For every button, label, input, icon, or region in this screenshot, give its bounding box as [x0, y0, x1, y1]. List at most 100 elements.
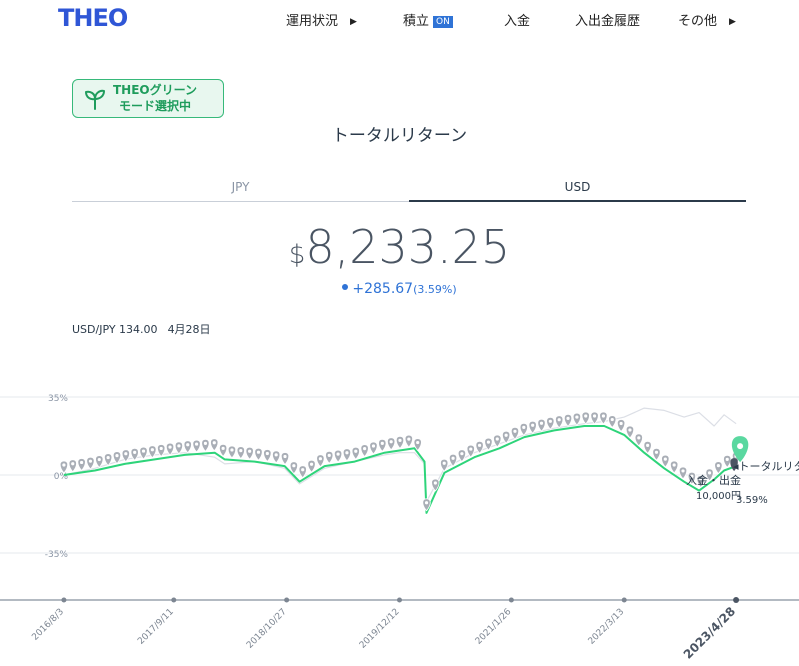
- deposit-marker-icon[interactable]: [121, 449, 130, 463]
- deposit-marker-icon[interactable]: [440, 458, 449, 472]
- deposit-marker-icon[interactable]: [236, 446, 245, 460]
- deposit-marker-dot: [699, 477, 703, 482]
- deposit-marker-icon[interactable]: [687, 471, 697, 485]
- deposit-marker-icon[interactable]: [705, 468, 714, 482]
- deposit-marker-icon[interactable]: [378, 438, 387, 452]
- deposit-marker-icon[interactable]: [77, 458, 86, 472]
- deposit-marker-icon[interactable]: [616, 419, 626, 433]
- deposit-marker-icon[interactable]: [572, 412, 582, 426]
- deposit-marker-icon[interactable]: [254, 447, 263, 461]
- deposit-marker-icon[interactable]: [510, 426, 520, 440]
- deposit-marker-icon[interactable]: [112, 451, 122, 465]
- deposit-marker-icon[interactable]: [351, 446, 360, 460]
- deposit-marker-icon[interactable]: [342, 448, 352, 462]
- deposit-marker-icon[interactable]: [130, 447, 139, 462]
- deposit-marker-icon[interactable]: [599, 411, 608, 425]
- deposit-marker-icon[interactable]: [404, 434, 413, 448]
- deposit-marker-icon[interactable]: [148, 445, 157, 459]
- tab-usd[interactable]: USD: [564, 180, 591, 194]
- nav-item-performance[interactable]: 運用状況 ▶: [286, 10, 357, 29]
- deposit-marker-icon[interactable]: [696, 475, 705, 489]
- deposit-marker-icon[interactable]: [661, 454, 670, 468]
- x-tick-dot: [733, 597, 740, 603]
- deposit-marker-icon[interactable]: [174, 441, 184, 455]
- deposit-marker-icon[interactable]: [714, 461, 723, 475]
- deposit-marker-icon[interactable]: [95, 455, 104, 469]
- deposit-marker-icon[interactable]: [431, 478, 440, 492]
- deposit-marker-icon[interactable]: [103, 453, 113, 467]
- deposit-marker-icon[interactable]: [218, 443, 228, 457]
- deposit-marker-icon[interactable]: [307, 459, 316, 473]
- deposit-marker-icon[interactable]: [272, 450, 281, 464]
- x-tick-dot: [508, 597, 514, 603]
- deposit-marker-icon[interactable]: [457, 449, 467, 463]
- deposit-marker-icon[interactable]: [395, 436, 405, 450]
- deposit-marker-icon[interactable]: [333, 449, 343, 463]
- deposit-marker-icon[interactable]: [68, 459, 77, 473]
- deposit-marker-icon[interactable]: [369, 441, 378, 455]
- deposit-marker-icon[interactable]: [625, 425, 635, 439]
- nav-item-recurring[interactable]: 積立 ON: [403, 10, 453, 29]
- current-return-marker-dot: [737, 443, 744, 450]
- deposit-marker-icon[interactable]: [413, 438, 422, 452]
- deposit-marker-icon[interactable]: [466, 444, 475, 458]
- deposit-marker-dot: [133, 450, 137, 454]
- deposit-marker-icon[interactable]: [723, 454, 732, 468]
- deposit-marker-icon[interactable]: [245, 446, 254, 460]
- deposit-marker-icon[interactable]: [280, 452, 290, 466]
- deposit-marker-icon[interactable]: [634, 433, 643, 447]
- deposit-marker-icon[interactable]: [325, 450, 334, 465]
- deposit-marker-icon[interactable]: [528, 420, 537, 434]
- deposit-marker-icon[interactable]: [501, 430, 511, 444]
- nav-item-history[interactable]: 入出金履歴: [575, 10, 640, 29]
- deposit-marker-icon[interactable]: [670, 460, 679, 474]
- deposit-marker-dot: [389, 440, 393, 444]
- deposit-marker-icon[interactable]: [139, 446, 148, 460]
- deposit-marker-icon[interactable]: [475, 440, 484, 454]
- deposit-marker-icon[interactable]: [537, 418, 546, 432]
- return-label: ◂トータルリターン: [733, 460, 799, 473]
- deposit-marker-icon[interactable]: [590, 411, 599, 425]
- deposit-marker-icon[interactable]: [652, 447, 661, 461]
- deposit-marker-icon[interactable]: [387, 437, 396, 451]
- green-mode-badge[interactable]: THEOグリーン モード選択中: [72, 79, 224, 118]
- deposit-marker-icon[interactable]: [484, 437, 493, 451]
- deposit-marker-icon[interactable]: [263, 449, 272, 463]
- deposit-marker-icon[interactable]: [643, 441, 652, 455]
- deposit-marker-icon[interactable]: [448, 453, 458, 467]
- deposit-marker-icon[interactable]: [581, 411, 590, 425]
- deposit-marker-icon[interactable]: [608, 415, 617, 429]
- tab-jpy[interactable]: JPY: [231, 180, 250, 194]
- nav-item-deposit[interactable]: 入金: [504, 10, 530, 29]
- deposit-marker-icon[interactable]: [210, 438, 219, 452]
- deposit-marker-icon[interactable]: [422, 498, 431, 512]
- deposit-marker-icon[interactable]: [183, 440, 192, 454]
- return-chart[interactable]: 35% 0% -35% ◂トータルリターン 3.59% 入金・出金 10,000円 2016/…: [0, 380, 799, 666]
- deposit-marker-icon[interactable]: [298, 465, 307, 479]
- deposit-marker-icon[interactable]: [555, 415, 564, 429]
- current-return-marker-icon[interactable]: [731, 436, 749, 463]
- deposit-marker-icon[interactable]: [316, 454, 325, 468]
- x-tick-dot: [61, 597, 67, 603]
- deposit-marker-dot: [619, 421, 623, 426]
- deposit-marker-icon[interactable]: [360, 444, 369, 458]
- deposit-marker-icon[interactable]: [157, 444, 166, 458]
- deposit-marker-icon[interactable]: [227, 445, 237, 459]
- deposit-marker-icon[interactable]: [678, 466, 688, 480]
- nav-item-others[interactable]: その他 ▶: [678, 10, 736, 29]
- deposit-marker-icon[interactable]: [546, 416, 555, 430]
- deposit-marker-dot: [80, 460, 84, 465]
- deposit-marker-icon[interactable]: [59, 460, 69, 474]
- theo-logo[interactable]: THEO: [58, 4, 128, 32]
- deposit-marker-icon[interactable]: [289, 461, 299, 475]
- deposit-marker-icon[interactable]: [86, 456, 95, 470]
- deposit-marker-icon[interactable]: [519, 422, 528, 436]
- current-deposit-marker-icon[interactable]: [730, 458, 738, 472]
- deposit-marker-icon[interactable]: [165, 442, 175, 456]
- deposit-marker-icon[interactable]: [201, 439, 210, 453]
- y-tick-label: 35%: [48, 394, 68, 404]
- deposit-marker-dot: [681, 469, 685, 473]
- deposit-marker-icon[interactable]: [563, 413, 573, 428]
- deposit-marker-icon[interactable]: [493, 434, 502, 448]
- deposit-marker-icon[interactable]: [192, 439, 201, 453]
